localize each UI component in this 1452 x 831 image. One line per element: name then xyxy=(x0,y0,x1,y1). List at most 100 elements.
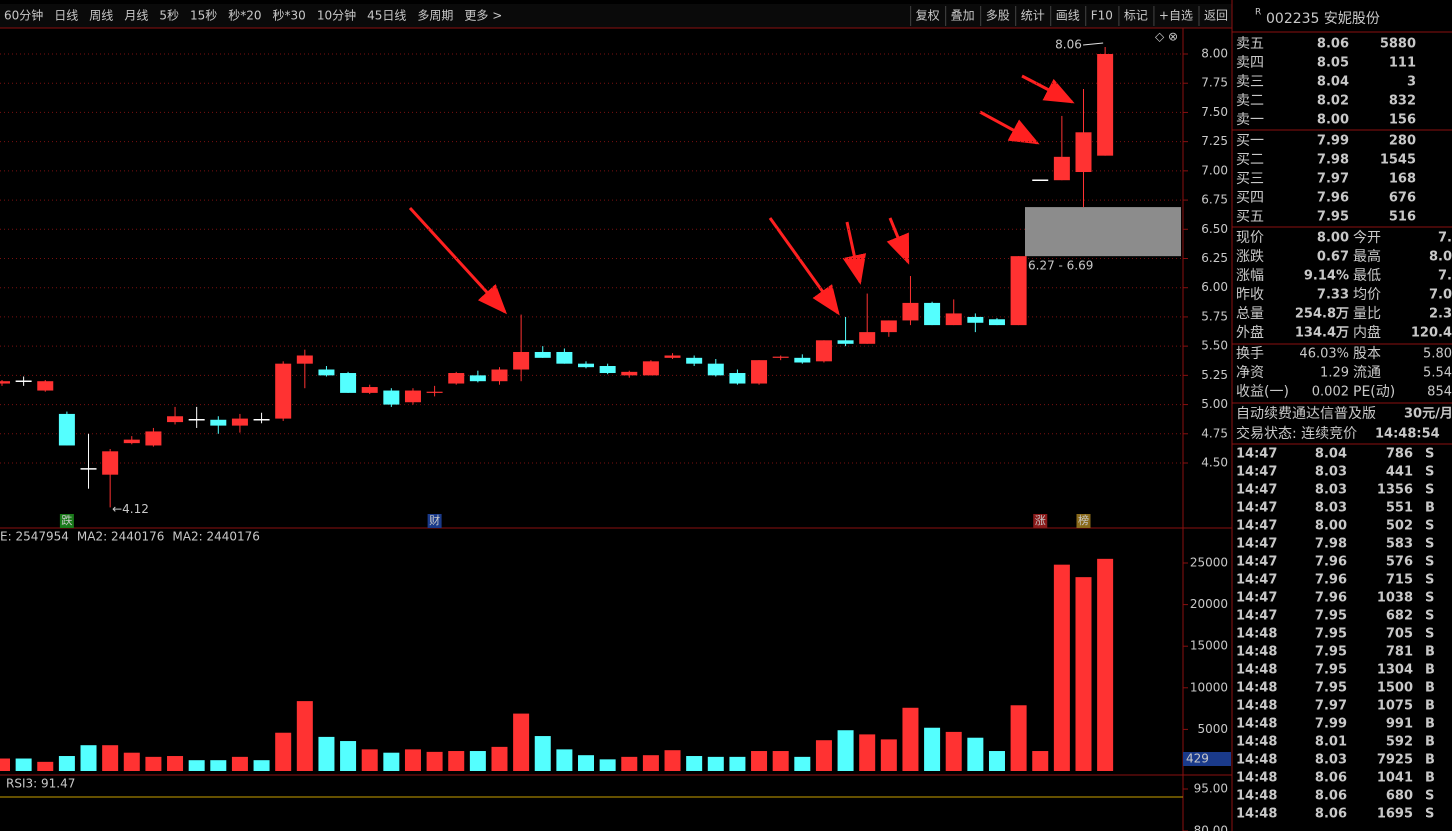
candle-body xyxy=(145,431,162,446)
low-pointer: ← xyxy=(112,502,122,516)
toolbar-item[interactable]: 秒*30 xyxy=(273,9,306,23)
trade-vol: 7925 xyxy=(1377,753,1413,768)
book-label: 卖三 xyxy=(1236,74,1264,90)
trade-price: 8.06 xyxy=(1315,807,1347,822)
toolbar-button[interactable]: 画线 xyxy=(1056,9,1080,23)
volume-bar xyxy=(880,739,897,771)
candle-body xyxy=(1010,256,1027,326)
ad-price[interactable]: 30元/月 xyxy=(1404,407,1452,422)
volume-bar xyxy=(448,751,465,771)
stat-value: 254.8万 xyxy=(1295,307,1349,322)
book-vol: 3 xyxy=(1407,75,1416,90)
toolbar-button[interactable]: 返回 xyxy=(1204,9,1228,23)
y-tick-label: 6.50 xyxy=(1201,222,1228,236)
book-label: 买二 xyxy=(1236,152,1264,168)
toolbar-item[interactable]: 日线 xyxy=(54,9,78,23)
book-price: 8.02 xyxy=(1317,94,1349,109)
toolbar-button[interactable]: 叠加 xyxy=(951,9,975,23)
candle-body xyxy=(1053,156,1070,181)
y-tick-label: 7.75 xyxy=(1201,76,1228,90)
book-vol: 516 xyxy=(1389,210,1416,225)
candle-body xyxy=(1097,54,1114,156)
trade-price: 8.03 xyxy=(1315,753,1347,768)
trade-vol: 1695 xyxy=(1377,807,1413,822)
candle-body xyxy=(296,355,313,364)
candle-body xyxy=(859,332,876,344)
trade-vol: 1041 xyxy=(1377,771,1413,786)
arrow xyxy=(979,110,1040,145)
trade-time: 14:47 xyxy=(1236,555,1277,570)
toolbar-button[interactable]: +自选 xyxy=(1159,9,1193,23)
toolbar-item[interactable]: 月线 xyxy=(124,9,148,23)
volume-bar xyxy=(253,760,270,771)
toolbar-item[interactable]: 多周期 xyxy=(417,9,453,23)
trade-price: 7.99 xyxy=(1315,717,1347,732)
toolbar-item[interactable]: 5秒 xyxy=(159,9,179,23)
book-price: 8.00 xyxy=(1317,113,1349,128)
toolbar-item[interactable]: 周线 xyxy=(89,9,113,23)
trade-side: B xyxy=(1425,699,1435,714)
volume-header: MA2: 2440176 xyxy=(172,530,260,544)
toolbar-item[interactable]: 更多 > xyxy=(464,9,502,23)
arrow xyxy=(842,221,867,285)
toolbar-item[interactable]: 15秒 xyxy=(190,9,217,23)
trade-vol: 1038 xyxy=(1377,591,1413,606)
marker[interactable]: 跌 xyxy=(61,513,72,527)
marker[interactable]: 财 xyxy=(429,513,440,527)
toolbar-item[interactable]: 60分钟 xyxy=(4,8,43,23)
candle-body xyxy=(794,357,811,363)
trade-price: 8.06 xyxy=(1315,771,1347,786)
trade-price: 8.00 xyxy=(1315,519,1347,534)
candle-body xyxy=(707,363,724,376)
volume-bar xyxy=(988,751,1005,771)
toolbar-button[interactable]: 标记 xyxy=(1124,9,1148,23)
y-tick-label: 15000 xyxy=(1190,639,1228,653)
volume-bar xyxy=(383,752,400,771)
volume-bar xyxy=(707,756,724,771)
y-tick-label: 80.00 xyxy=(1194,824,1228,831)
icon[interactable]: ◇ ⊗ xyxy=(1155,30,1178,44)
candle-body xyxy=(58,413,75,446)
fund-label: 股本 xyxy=(1353,346,1381,362)
toolbar-item[interactable]: 秒*20 xyxy=(228,9,261,23)
toolbar-item[interactable]: 10分钟 xyxy=(317,8,356,23)
trade-price: 8.03 xyxy=(1315,483,1347,498)
trade-time: 14:48 xyxy=(1236,717,1277,732)
book-label: 卖二 xyxy=(1236,93,1264,109)
stat-label: 最低 xyxy=(1353,268,1381,284)
toolbar-button[interactable]: 统计 xyxy=(1021,9,1045,23)
candle-body xyxy=(37,381,54,391)
marker[interactable]: 榜 xyxy=(1078,513,1089,527)
trade-time: 14:48 xyxy=(1236,681,1277,696)
trade-vol: 1356 xyxy=(1377,483,1413,498)
y-tick-label: 5.75 xyxy=(1201,309,1228,323)
candle-body xyxy=(513,351,530,370)
trade-price: 7.95 xyxy=(1315,663,1347,678)
trade-vol: 441 xyxy=(1386,465,1413,480)
stock-title: 002235 安妮股份 xyxy=(1266,11,1380,27)
volume-bar xyxy=(578,755,595,771)
trade-vol: 682 xyxy=(1386,609,1413,624)
trade-side: S xyxy=(1425,789,1434,804)
trade-side: S xyxy=(1425,807,1434,822)
volume-bar xyxy=(1097,558,1114,771)
stat-value: 8.00 xyxy=(1317,231,1349,246)
ad-text[interactable]: 自动续费通达信普及版 xyxy=(1236,405,1376,422)
price-zone xyxy=(1025,207,1181,257)
toolbar-item[interactable]: 45日线 xyxy=(367,9,406,23)
candle-body xyxy=(0,381,10,384)
toolbar-button[interactable]: F10 xyxy=(1091,9,1113,23)
fund-value: 0.002 xyxy=(1312,385,1349,400)
arrow xyxy=(886,217,910,265)
toolbar-button[interactable]: 复权 xyxy=(916,9,940,23)
volume-bar xyxy=(1010,705,1027,771)
candle-body xyxy=(102,451,119,475)
trade-time: 14:48 xyxy=(1236,789,1277,804)
toolbar-button[interactable]: 多股 xyxy=(986,9,1010,23)
book-vol: 168 xyxy=(1389,172,1416,187)
y-tick-label: 25000 xyxy=(1190,556,1228,570)
candle-body xyxy=(167,416,184,423)
marker[interactable]: 涨 xyxy=(1035,514,1046,527)
trade-side: B xyxy=(1425,681,1435,696)
